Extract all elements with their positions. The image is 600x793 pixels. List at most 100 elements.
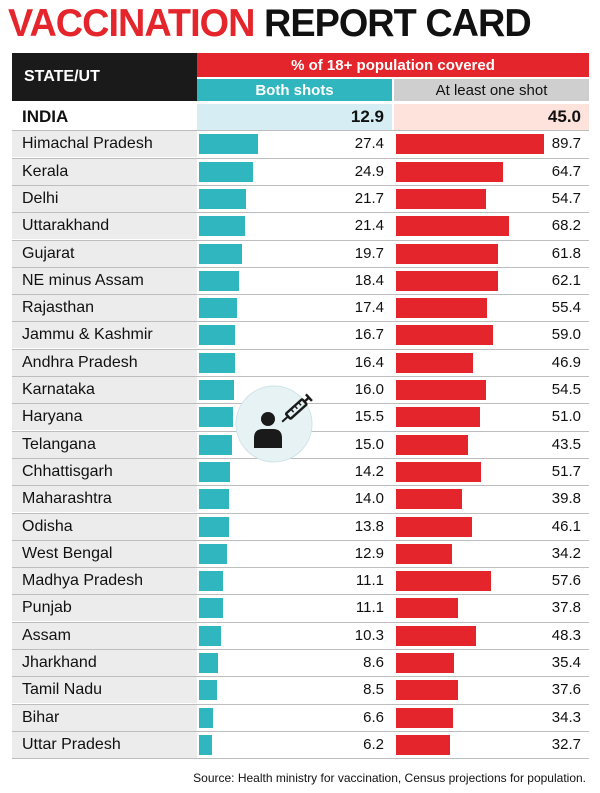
row-divider (12, 594, 589, 596)
both-shots-cell: 14.0 (197, 486, 392, 513)
both-shots-bar (199, 489, 230, 510)
table-row: Uttarakhand 21.4 68.2 (12, 213, 589, 240)
state-name: Jharkhand (12, 650, 197, 676)
india-total-row: INDIA 12.9 45.0 (12, 104, 589, 130)
row-divider (12, 758, 589, 760)
one-shot-value: 35.4 (551, 654, 581, 671)
one-shot-cell: 59.0 (394, 322, 589, 349)
both-shots-value: 21.7 (354, 189, 384, 207)
both-shots-cell: 24.9 (197, 158, 392, 185)
row-divider (12, 294, 589, 296)
row-divider (12, 676, 589, 678)
one-shot-bar (396, 380, 486, 400)
table-row: Tamil Nadu 8.5 37.6 (12, 677, 589, 704)
both-shots-bar (199, 161, 253, 182)
row-divider (12, 321, 589, 323)
one-shot-value: 89.7 (551, 135, 581, 153)
both-shots-bar (199, 134, 259, 155)
table-row: West Bengal 12.9 34.2 (12, 540, 589, 567)
title-part2: REPORT CARD (263, 2, 532, 45)
table-row: Himachal Pradesh 27.4 89.7 (12, 131, 589, 158)
row-divider (12, 703, 589, 705)
both-shots-value: 8.5 (363, 681, 384, 699)
one-shot-bar (396, 325, 494, 346)
one-shot-cell: 43.5 (394, 431, 589, 458)
one-shot-value: 37.8 (551, 599, 581, 617)
state-name: Punjab (12, 595, 197, 622)
both-shots-cell: 12.9 (197, 104, 392, 130)
both-shots-value: 6.2 (363, 735, 384, 753)
one-shot-bar (396, 434, 468, 455)
both-shots-cell: 8.5 (197, 677, 392, 704)
one-shot-cell: 35.4 (394, 650, 589, 676)
both-shots-value: 16.4 (354, 353, 384, 371)
row-divider (12, 567, 589, 569)
row-divider (12, 539, 589, 541)
title-part1: VACCINATION (8, 2, 255, 45)
both-shots-bar (199, 188, 247, 209)
one-shot-cell: 54.5 (394, 377, 589, 403)
both-shots-bar (199, 270, 239, 291)
one-shot-value: 54.5 (551, 381, 581, 398)
one-shot-cell: 34.2 (394, 540, 589, 567)
one-shot-cell: 61.8 (394, 240, 589, 267)
table-row: Karnataka 16.0 54.5 (12, 377, 589, 403)
row-divider (12, 157, 589, 159)
one-shot-value: 68.2 (551, 217, 581, 235)
both-shots-value: 14.0 (354, 490, 384, 508)
row-divider (12, 730, 589, 732)
both-shots-cell: 27.4 (197, 131, 392, 158)
both-shots-value: 24.9 (354, 162, 384, 180)
table-row: Andhra Pradesh 16.4 46.9 (12, 349, 589, 376)
one-shot-value: 32.7 (551, 735, 581, 753)
state-column-header: STATE/UT (12, 53, 197, 101)
both-shots-bar (199, 625, 222, 646)
one-shot-value: 54.7 (551, 189, 581, 207)
one-shot-value: 64.7 (551, 162, 581, 180)
both-shots-cell: 10.3 (197, 622, 392, 649)
both-shots-cell: 14.2 (197, 458, 392, 485)
one-shot-cell: 64.7 (394, 158, 589, 185)
both-shots-bar (199, 216, 246, 237)
one-shot-cell: 62.1 (394, 267, 589, 294)
one-shot-bar (396, 216, 509, 237)
one-shot-cell: 54.7 (394, 185, 589, 212)
table-row: Bihar 6.6 34.3 (12, 704, 589, 731)
one-shot-bar (396, 407, 481, 428)
one-shot-cell: 51.0 (394, 404, 589, 431)
both-shots-value: 10.3 (354, 626, 384, 644)
one-shot-cell: 34.3 (394, 704, 589, 731)
one-shot-bar (396, 298, 488, 319)
state-name: Himachal Pradesh (12, 131, 197, 158)
state-name: Gujarat (12, 240, 197, 267)
one-shot-bar (396, 489, 462, 510)
one-shot-cell: 32.7 (394, 731, 589, 758)
one-shot-bar (396, 352, 474, 373)
one-shot-bar (396, 680, 459, 701)
one-shot-cell: 46.9 (394, 349, 589, 376)
both-shots-bar (199, 516, 229, 537)
one-shot-bar (396, 270, 499, 291)
both-shots-value: 17.4 (354, 299, 384, 317)
both-shots-value: 11.1 (355, 599, 384, 617)
state-name: Rajasthan (12, 295, 197, 322)
state-name: Tamil Nadu (12, 677, 197, 704)
both-shots-cell: 11.1 (197, 595, 392, 622)
state-name: INDIA (12, 104, 197, 130)
one-shot-value: 51.7 (551, 462, 581, 480)
state-name: Karnataka (12, 377, 197, 403)
table-row: Odisha 13.8 46.1 (12, 513, 589, 540)
state-name: Chhattisgarh (12, 458, 197, 485)
row-divider (12, 212, 589, 214)
both-shots-bar (199, 571, 224, 592)
vaccine-badge-graphic (235, 385, 313, 463)
table-row: Madhya Pradesh 11.1 57.6 (12, 568, 589, 595)
both-shots-value: 12.9 (350, 107, 384, 126)
both-shots-cell: 19.7 (197, 240, 392, 267)
table-row: NE minus Assam 18.4 62.1 (12, 267, 589, 294)
row-divider (12, 130, 589, 132)
one-shot-value: 34.3 (551, 708, 581, 726)
both-shots-cell: 13.8 (197, 513, 392, 540)
both-shots-cell: 17.4 (197, 295, 392, 322)
one-shot-value: 46.1 (551, 517, 581, 535)
